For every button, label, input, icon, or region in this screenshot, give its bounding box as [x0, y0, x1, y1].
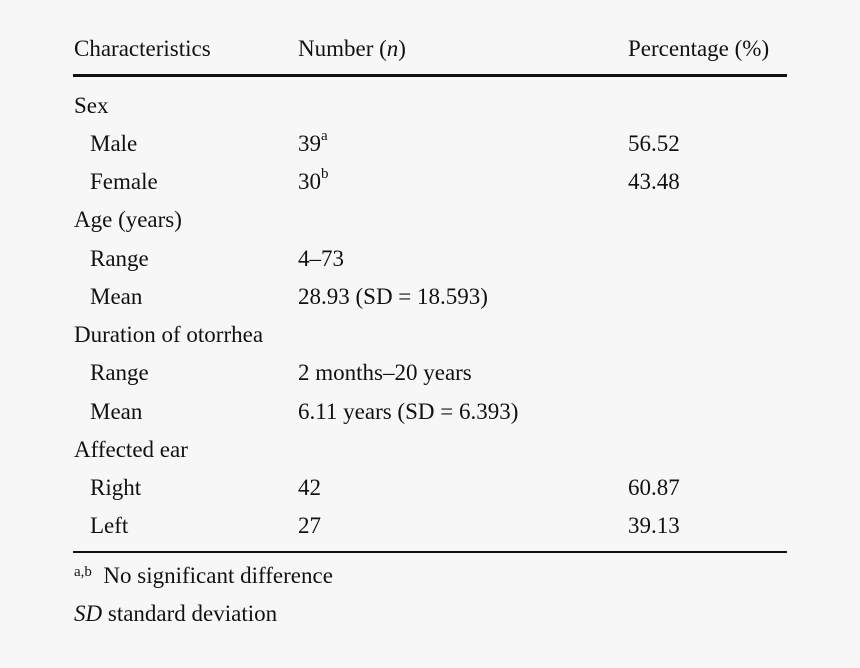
row-label-age-range: Range [90, 246, 149, 271]
row-number-duration-mean: 6.11 years (SD = 6.393) [298, 399, 519, 424]
header-number-var: n [386, 36, 399, 61]
header-number-text: Number ( [298, 36, 387, 61]
row-percentage-left: 39.13 [628, 513, 680, 538]
row-number-left: 27 [298, 513, 321, 538]
row-label-duration-mean: Mean [90, 399, 143, 424]
header-percentage: Percentage (%) [628, 36, 770, 61]
footnote-sd-abbrev: SD [74, 601, 103, 626]
header-number: Number (n) [298, 35, 406, 63]
row-number-duration-range: 2 months–20 years [298, 360, 472, 385]
footnote-marker: a,b [74, 564, 92, 580]
footnote-sup-a: a [321, 128, 328, 145]
row-label-male: Male [90, 131, 138, 156]
footnote-sup-b: b [321, 166, 329, 183]
footnote-sd: SD standard deviation [74, 600, 277, 628]
bottom-rule [73, 551, 787, 553]
row-number-right: 42 [298, 475, 321, 500]
row-label-duration-range: Range [90, 360, 149, 385]
row-percentage-male: 56.52 [628, 131, 680, 156]
row-label-sex: Sex [74, 93, 109, 118]
header-characteristics: Characteristics [74, 36, 211, 61]
row-label-age-mean: Mean [90, 284, 143, 309]
row-number-age-range: 4–73 [298, 246, 344, 271]
row-percentage-female: 43.48 [628, 169, 680, 194]
row-label-right: Right [90, 475, 142, 500]
row-label-left: Left [90, 513, 129, 538]
header-number-close: ) [398, 36, 406, 61]
header-rule [73, 74, 787, 77]
row-label-duration: Duration of otorrhea [74, 322, 264, 347]
row-label-age: Age (years) [74, 207, 182, 232]
row-label-female: Female [90, 169, 158, 194]
footnote-sd-text: standard deviation [107, 601, 278, 626]
number-value: 30 [298, 169, 321, 194]
row-number-female: 30b [298, 166, 329, 196]
row-percentage-right: 60.87 [628, 475, 680, 500]
footnote-significance: a,b No significant difference [74, 562, 333, 593]
row-number-age-mean: 28.93 (SD = 18.593) [298, 284, 488, 309]
row-number-male: 39a [298, 128, 328, 158]
row-label-affected-ear: Affected ear [74, 437, 188, 462]
footnote-significance-text: No significant difference [103, 563, 333, 588]
number-value: 39 [298, 131, 321, 156]
